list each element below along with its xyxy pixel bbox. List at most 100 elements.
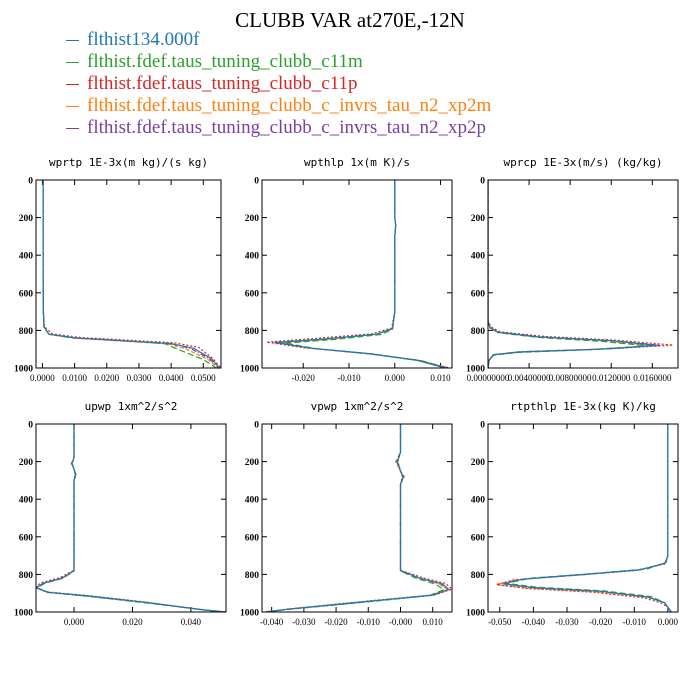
y-tick-label: 0 — [254, 177, 259, 187]
plot-frame — [487, 423, 679, 613]
legend-swatch — [66, 61, 79, 63]
series-line — [266, 180, 450, 368]
y-tick-label: 400 — [471, 496, 486, 506]
chart-panel: wprcp 1E-3x(m/s) (kg/kg) 0 200 400 600 800 100… — [466, 156, 679, 383]
y-tick-label: 600 — [19, 289, 34, 299]
y-tick-label: 600 — [245, 533, 260, 543]
series-line — [265, 424, 446, 612]
x-tick-label: -0.000 — [389, 617, 413, 627]
y-tick-label: 0 — [28, 177, 33, 187]
x-tick-label: -0.010 — [623, 617, 647, 627]
series-line — [502, 424, 672, 612]
legend-item: flthist.fdef.taus_tuning_clubb_c_invrs_t… — [66, 95, 491, 117]
series-line — [36, 424, 226, 612]
y-tick-label: 200 — [19, 214, 34, 224]
y-tick-label: 600 — [471, 289, 486, 299]
x-tick-label: 0.040 — [181, 617, 202, 627]
y-tick-label: 400 — [245, 252, 260, 262]
series-line — [42, 180, 220, 368]
x-tick-label: 0.010 — [423, 617, 444, 627]
x-tick-label: 0.000 — [64, 617, 85, 627]
legend-swatch — [66, 83, 79, 85]
legend-swatch — [66, 127, 79, 129]
y-tick-label: 200 — [245, 214, 260, 224]
figure-title: CLUBB VAR at270E,-12N — [235, 8, 465, 32]
chart-panel: wprtp 1E-3x(m kg)/(s kg) 0 200 400 600 800 100… — [14, 156, 222, 383]
plot-frame — [35, 179, 222, 369]
chart-title: wpthlp 1x(m K)/s — [304, 156, 410, 169]
x-tick-label: 0.0200 — [94, 373, 119, 383]
y-tick-label: 600 — [19, 533, 34, 543]
series-line — [36, 424, 226, 612]
y-tick-label: 200 — [471, 214, 486, 224]
series-line — [502, 424, 672, 612]
legend-item: flthist134.000f — [66, 29, 491, 51]
y-tick-label: 800 — [471, 571, 486, 581]
chart-title: wprtp 1E-3x(m kg)/(s kg) — [49, 156, 208, 169]
series-line — [506, 424, 672, 612]
plot-frame — [261, 179, 453, 369]
y-tick-label: 200 — [471, 458, 486, 468]
chart-title: upwp 1xm^2/s^2 — [85, 400, 178, 413]
chart-panel: vpwp 1xm^2/s^2 0 200 400 600 800 1000-0.040 -0.… — [240, 400, 453, 627]
series-line — [496, 424, 672, 612]
y-tick-label: 800 — [19, 571, 34, 581]
y-tick-label: 800 — [245, 327, 260, 337]
x-tick-label: 0.00400000 — [508, 373, 551, 383]
y-tick-label: 400 — [19, 252, 34, 262]
x-tick-label: -0.010 — [337, 373, 361, 383]
legend-swatch — [66, 39, 79, 41]
x-tick-label: -0.040 — [522, 617, 546, 627]
y-tick-label: 400 — [471, 252, 486, 262]
x-tick-label: -0.020 — [324, 617, 348, 627]
x-tick-label: 0.0300 — [127, 373, 152, 383]
series-line — [265, 424, 450, 612]
series-line — [496, 424, 672, 612]
y-tick-label: 600 — [245, 289, 260, 299]
x-tick-label: 0.0400 — [159, 373, 184, 383]
series-line — [42, 180, 219, 368]
series-line — [42, 180, 221, 368]
legend-label: flthist134.000f — [87, 29, 200, 50]
series-line — [265, 424, 451, 612]
x-tick-label: -0.040 — [260, 617, 284, 627]
legend-item: flthist.fdef.taus_tuning_clubb_c11m — [66, 51, 491, 73]
series-line — [36, 424, 226, 612]
x-tick-label: -0.020 — [292, 373, 316, 383]
legend-label: flthist.fdef.taus_tuning_clubb_c_invrs_t… — [87, 117, 486, 138]
y-tick-label: 0 — [480, 177, 485, 187]
series-line — [42, 180, 217, 368]
y-tick-label: 200 — [245, 458, 260, 468]
y-tick-label: 400 — [245, 496, 260, 506]
chart-panel: rtpthlp 1E-3x(kg K)/kg02004006008001000-… — [466, 400, 679, 627]
x-tick-label: 0.000 — [385, 373, 406, 383]
chart-title: wprcp 1E-3x(m/s) (kg/kg) — [504, 156, 663, 169]
y-tick-label: 800 — [471, 327, 486, 337]
x-tick-label: -0.020 — [589, 617, 613, 627]
plot-frame — [487, 179, 679, 369]
x-tick-label: -0.030 — [292, 617, 316, 627]
legend-item: flthist.fdef.taus_tuning_clubb_c11p — [66, 73, 491, 95]
plot-frame — [35, 423, 227, 613]
y-tick-label: 1000 — [240, 609, 259, 619]
y-tick-label: 1000 — [14, 365, 33, 375]
legend-item: flthist.fdef.taus_tuning_clubb_c_invrs_t… — [66, 117, 491, 139]
y-tick-label: 800 — [245, 571, 260, 581]
y-tick-label: 600 — [471, 533, 486, 543]
series-line — [275, 180, 446, 368]
legend-label: flthist.fdef.taus_tuning_clubb_c_invrs_t… — [87, 95, 492, 116]
series-line — [265, 424, 449, 612]
chart-panel: wpthlp 1x(m K)/s 0 200 400 600 800 1000 -0.020 -… — [240, 156, 453, 383]
x-tick-label: 0.000 — [658, 617, 679, 627]
y-tick-label: 200 — [19, 458, 34, 468]
x-tick-label: 0.0120000 — [592, 373, 631, 383]
series-line — [488, 180, 658, 368]
chart-title: vpwp 1xm^2/s^2 — [311, 400, 404, 413]
y-tick-label: 1000 — [466, 609, 485, 619]
x-tick-label: 0.010 — [430, 373, 451, 383]
legend-label: flthist.fdef.taus_tuning_clubb_c11m — [87, 51, 363, 72]
legend-swatch — [66, 105, 79, 107]
y-tick-label: 1000 — [240, 365, 259, 375]
x-tick-label: 0.00800000 — [549, 373, 592, 383]
